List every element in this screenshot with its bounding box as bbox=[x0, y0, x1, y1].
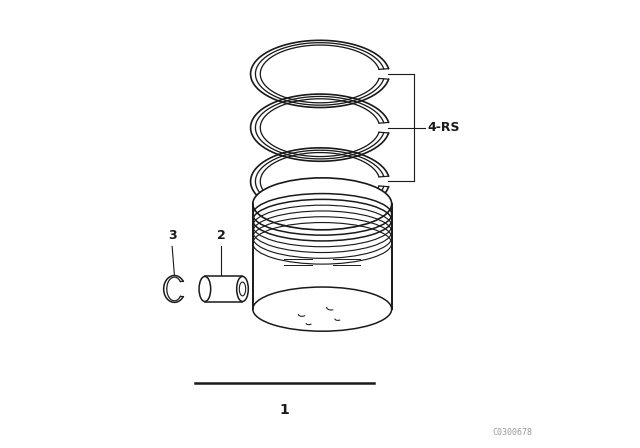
Ellipse shape bbox=[237, 276, 248, 302]
Ellipse shape bbox=[253, 178, 392, 230]
Ellipse shape bbox=[253, 287, 392, 331]
Polygon shape bbox=[253, 204, 392, 309]
Polygon shape bbox=[205, 276, 243, 302]
Text: C0300678: C0300678 bbox=[493, 428, 532, 437]
Text: 4-RS: 4-RS bbox=[428, 121, 460, 134]
Text: 3: 3 bbox=[168, 229, 177, 242]
Text: 1: 1 bbox=[279, 403, 289, 417]
Ellipse shape bbox=[199, 276, 211, 302]
Ellipse shape bbox=[239, 282, 246, 296]
Text: 2: 2 bbox=[217, 229, 226, 242]
